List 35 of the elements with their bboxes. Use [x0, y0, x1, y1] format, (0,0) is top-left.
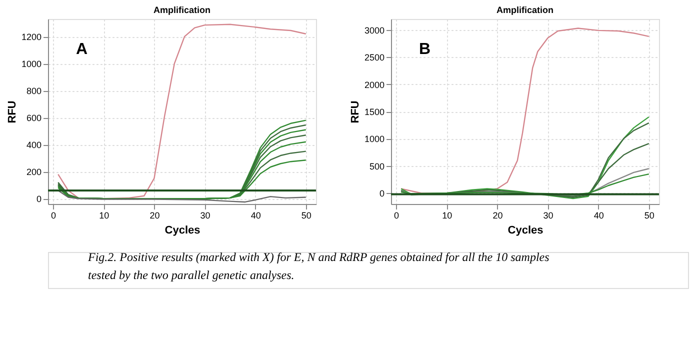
y-tick-label: 2000 [364, 80, 384, 90]
chart-title: Amplification [496, 5, 554, 15]
y-tick-label: 1000 [21, 59, 42, 70]
x-tick-label: 30 [543, 210, 554, 220]
annotation: A [76, 41, 88, 58]
x-tick-label: 10 [442, 210, 452, 220]
y-tick-label: 2500 [364, 52, 384, 63]
y-axis-title: RFU [349, 100, 362, 124]
x-tick-label: 30 [200, 210, 210, 220]
x-tick-label: 0 [394, 210, 400, 220]
x-tick-label: 10 [99, 210, 110, 220]
y-tick-label: 400 [26, 140, 42, 150]
x-tick-label: 50 [301, 210, 312, 220]
y-tick-label: 3000 [364, 25, 384, 36]
y-tick-label: 0 [379, 188, 384, 199]
y-tick-label: 0 [36, 194, 42, 204]
x-axis-title: Cycles [508, 224, 544, 236]
x-tick-label: 40 [594, 210, 604, 220]
y-axis-title: RFU [6, 100, 18, 124]
annotation: B [419, 41, 431, 58]
y-tick-label: 1200 [21, 32, 42, 42]
x-axis-title: Cycles [164, 224, 200, 236]
caption: Fig.2. Positive results (marked with X) for E, N and RdRP genes obtained for all the 10 samples tested by the two parallel genetic analyses. [87, 250, 550, 282]
y-tick-label: 500 [369, 161, 384, 172]
y-tick-label: 600 [26, 113, 42, 124]
x-tick-label: 20 [150, 210, 160, 220]
x-tick-label: 20 [492, 210, 503, 220]
y-tick-label: 1000 [364, 134, 384, 144]
x-tick-label: 40 [250, 210, 261, 220]
y-tick-label: 1500 [364, 107, 384, 117]
x-tick-label: 0 [51, 210, 56, 220]
chart-title: Amplification [153, 5, 211, 15]
y-tick-label: 200 [26, 167, 42, 178]
x-tick-label: 50 [644, 210, 654, 220]
y-tick-label: 800 [26, 86, 42, 96]
